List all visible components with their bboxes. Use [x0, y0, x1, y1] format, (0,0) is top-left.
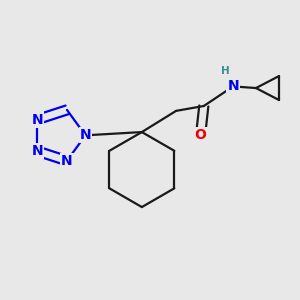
Text: O: O — [195, 128, 206, 142]
Text: N: N — [227, 80, 239, 93]
Text: N: N — [61, 154, 73, 168]
Text: N: N — [31, 144, 43, 158]
Text: N: N — [31, 112, 43, 127]
Text: N: N — [80, 128, 91, 142]
Text: H: H — [220, 66, 230, 76]
